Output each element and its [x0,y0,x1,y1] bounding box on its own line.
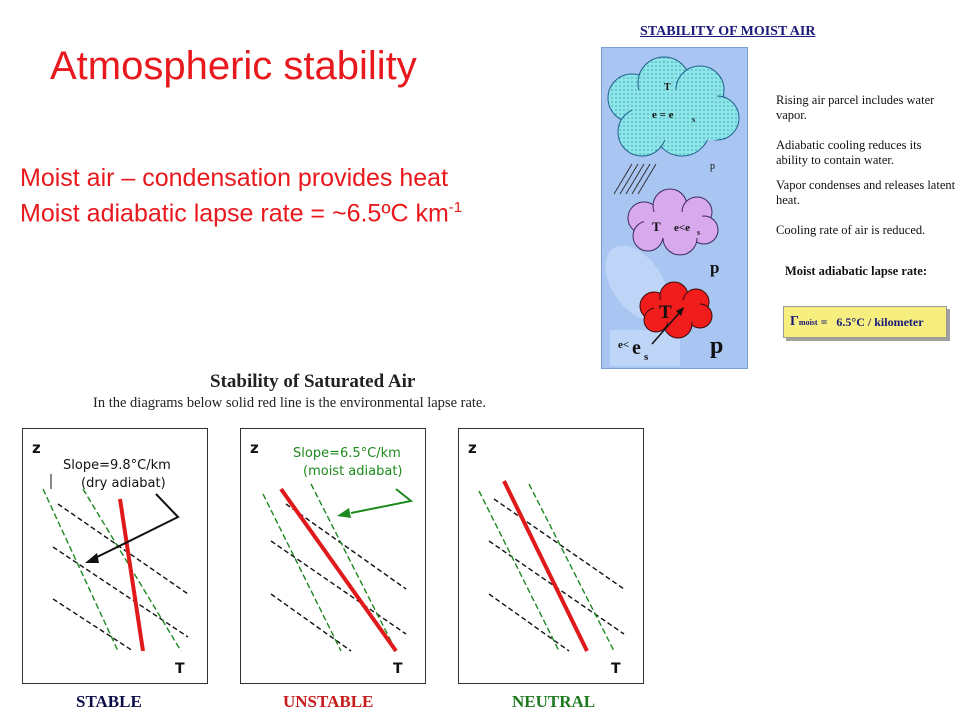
moist-adiabats [42,488,182,652]
z-axis-label: z [250,439,259,457]
gamma-symbol: Γ [790,314,799,329]
t-axis-label: T [611,661,621,677]
note-rising-parcel: Rising air parcel includes water vapor. [776,93,935,122]
saturated-air-heading: Stability of Saturated Air [210,371,416,392]
note-adiabatic-cooling: Adiabatic cooling reduces its ability to… [776,138,922,167]
lapse-rate-text: Moist adiabatic lapse rate = ~6.5ºC km [20,199,449,228]
slide-title: Atmospheric stability [50,44,417,88]
t-axis-label: T [393,661,403,677]
lapse-rate-exponent: -1 [448,199,463,216]
dry-adiabats [270,503,407,652]
z-axis-label: z [468,439,477,457]
cloud-top-e-sub: s [692,115,695,124]
saturated-cloud-top [607,56,740,157]
mist-shape [610,330,680,366]
neutral-diagram: z T [468,439,625,677]
moist-air-heading: STABILITY OF MOIST AIR [640,24,816,39]
environmental-lapse-line [279,487,398,653]
air-column-illustration: T e = e s p T e<e s p T e< e s p [605,56,740,366]
gamma-subscript: moist [798,317,818,327]
slope-label: Slope=6.5°C/km [293,446,401,461]
cloud-mid-t: T [652,219,661,234]
unstable-caption: UNSTABLE [283,692,374,711]
pressure-label-low: p [710,333,723,359]
note-latent-heat: Vapor condenses and releases latent heat… [776,178,956,207]
dry-adiabats [488,498,625,652]
cloud-low-t: T [659,302,672,323]
cloud-mid-fill [644,212,702,238]
neutral-panel: z T [458,428,644,684]
unstable-panel: z T Slope=6.5°C/km (moist adiabat) [240,428,426,684]
note-cooling-reduced: Cooling rate of air is reduced. [776,223,926,237]
pointer-arrow [92,493,180,560]
rain-streaks [613,163,657,195]
saturated-air-subheading: In the diagrams below solid red line is … [93,395,486,411]
pointer-arrow-head [337,508,351,518]
pressure-label-mid: p [710,258,719,277]
stable-diagram: z T Slope=9.8°C/km (dry adiabat) [32,439,189,677]
cloud-mid-e-sub: s [697,228,700,237]
adiabat-label: (moist adiabat) [303,464,403,479]
stable-caption: STABLE [76,692,142,711]
pointer-arrow-head [85,553,99,563]
environmental-lapse-line [118,498,145,652]
environmental-lapse-line [502,480,589,652]
slope-label: Slope=9.8°C/km [63,458,171,473]
z-axis-label: z [32,439,41,457]
t-axis-label: T [175,661,185,677]
cloud-low-e: e< [618,339,629,351]
moist-rate-label: Moist adiabatic lapse rate: [785,264,927,278]
unstable-diagram: z T Slope=6.5°C/km (moist adiabat) [250,439,414,677]
lapse-rate-line: Moist adiabatic lapse rate = ~6.5ºC km-1 [20,199,462,228]
cloud-low-es: e [632,337,641,359]
pointer-arrow [350,488,414,514]
moist-adiabats [478,483,615,652]
gamma-value: = 6.5°C / kilometer [817,314,924,329]
moist-air-line: Moist air – condensation provides heat [20,164,449,192]
cloud-top-t: T [664,82,671,93]
air-column: T e = e s p T e<e s p T e< e s p [601,47,748,369]
pressure-label-top: p [710,161,715,172]
cloud-mid-e: e<e [674,222,690,234]
dry-adiabats [52,503,189,652]
vapor-arrow-head [676,307,684,316]
vapor-arrow [651,311,681,345]
cloud-low-es-sub: s [644,351,649,363]
moist-adiabats [262,483,397,652]
stable-panel: z T Slope=9.8°C/km (dry adiabat) [22,428,208,684]
neutral-caption: NEUTRAL [512,692,596,711]
adiabat-label: (dry adiabat) [81,476,166,491]
cloud-top-e: e = e [652,109,674,121]
